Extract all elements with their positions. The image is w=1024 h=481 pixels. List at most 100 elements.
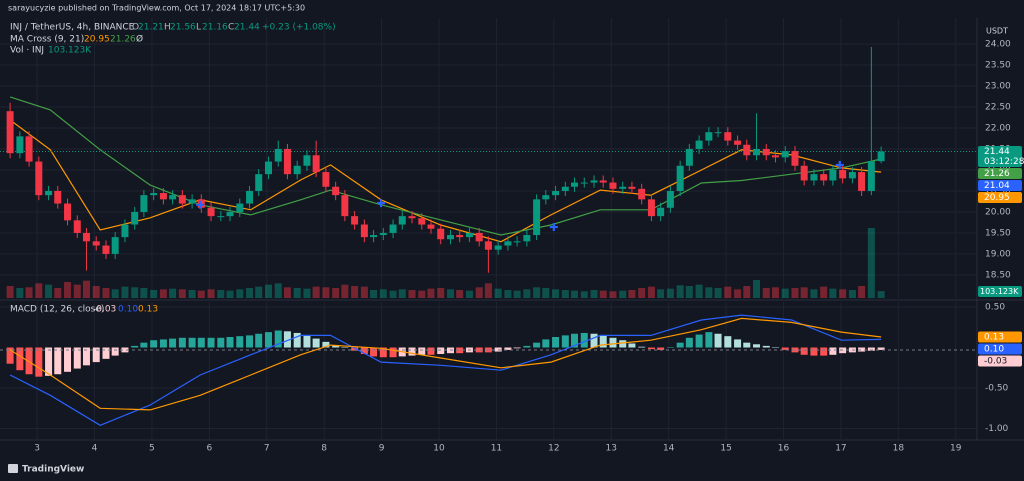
volume-bar [877, 291, 885, 298]
candle-body [437, 228, 445, 240]
volume-bar [312, 286, 320, 298]
candle-body [418, 218, 426, 225]
macd-histogram-bar [312, 338, 320, 348]
logo [8, 464, 18, 473]
candle-body [877, 151, 885, 162]
x-tick-label: 18 [893, 444, 905, 454]
candle-body [685, 148, 693, 166]
x-tick-label: 9 [379, 444, 385, 454]
candle-body [82, 232, 90, 242]
currency: USDT [986, 27, 1008, 36]
volume-bar [6, 286, 14, 298]
macd-histogram-bar [6, 347, 14, 364]
macd-histogram-bar [800, 347, 808, 355]
candle-body [456, 235, 464, 238]
volume-bar [571, 290, 579, 298]
candle-body [140, 195, 148, 212]
macd-histogram-bar [54, 347, 62, 375]
volume-bar [54, 288, 62, 298]
macd-histogram-bar [92, 347, 100, 363]
macd-histogram-bar [599, 335, 607, 348]
price-label: 21.44 [984, 147, 1010, 157]
macd-histogram-bar [217, 337, 225, 348]
volume-bar [628, 290, 636, 298]
y-tick-label: -1.00 [985, 424, 1009, 434]
volume-bar [427, 288, 435, 298]
volume-bar [695, 284, 703, 298]
candle-body [341, 195, 349, 217]
macd-histogram-bar [236, 336, 244, 348]
volume-bar [839, 289, 847, 298]
macd-histogram-bar [628, 343, 636, 348]
volume-bar [513, 290, 521, 298]
macd-histogram-bar [255, 333, 263, 348]
macd-histogram-bar [695, 334, 703, 348]
volume-bar [446, 289, 454, 298]
volume-bar [494, 288, 502, 298]
volume-bar [829, 288, 837, 298]
ma-line [9, 96, 882, 236]
volume-bar [131, 287, 139, 298]
x-tick-label: 13 [606, 444, 617, 454]
volume-bar [73, 284, 81, 298]
volume-bar [188, 290, 196, 298]
macd-histogram-bar [638, 346, 646, 348]
macd-histogram-bar [810, 347, 818, 356]
macd-histogram-bar [513, 347, 521, 349]
volume-bar [647, 286, 655, 298]
macd-histogram-bar [25, 347, 33, 375]
volume-bar [533, 287, 541, 298]
ma-name: MA Cross (9, 21) [10, 35, 84, 45]
candle-body [800, 165, 808, 181]
volume-bar [685, 286, 693, 298]
candle-body [580, 182, 588, 184]
volume-bar [666, 288, 674, 298]
volume-bar [45, 284, 53, 298]
volume-bar [762, 288, 770, 298]
candle-body [810, 174, 818, 181]
candle-body [226, 211, 234, 217]
candle-body [236, 203, 244, 212]
x-tick-label: 19 [950, 444, 962, 454]
macd-histogram-bar [35, 347, 43, 377]
macd-histogram-bar [820, 347, 828, 356]
volume-bar [341, 284, 349, 298]
x-tick-label: 17 [835, 444, 846, 454]
candle-body [54, 190, 62, 204]
candle-body [16, 136, 24, 154]
y-tick-label: 20.50 [985, 186, 1011, 196]
ohlc-letter: O [132, 23, 139, 33]
candle-body [771, 155, 779, 158]
volume-bar [351, 286, 359, 298]
macd-histogram-bar [246, 335, 254, 348]
volume-bar [197, 290, 205, 298]
macd-histogram-bar [293, 332, 301, 348]
candle-body [92, 241, 100, 246]
macd-histogram-bar [561, 335, 569, 348]
volume-bar [867, 228, 875, 298]
volume-name: Vol · INJ [10, 46, 44, 56]
x-tick-label: 15 [720, 444, 731, 454]
macd-line [9, 317, 882, 411]
symbol: INJ / TetherUS, 4h, BINANCE [10, 23, 135, 33]
volume-bar [274, 283, 282, 298]
candle-body [64, 203, 72, 221]
volume-bar [800, 287, 808, 298]
macd-histogram-bar [580, 332, 588, 348]
candle-body [619, 186, 627, 189]
x-tick-label: 14 [663, 444, 675, 454]
macd-histogram-bar [676, 342, 684, 348]
candle-body [820, 174, 828, 181]
macd-histogram-bar [771, 347, 779, 349]
price-label: 21.04 [984, 181, 1010, 191]
price-label-box [978, 167, 1022, 179]
x-tick-label: 3 [34, 444, 40, 454]
volume-bar [753, 280, 761, 298]
macd-histogram-bar [714, 333, 722, 348]
volume-bar [657, 289, 665, 298]
y-tick-label: 19.00 [985, 249, 1011, 259]
candle-body [351, 216, 359, 225]
volume-bar [398, 289, 406, 298]
volume-bar [590, 290, 598, 298]
